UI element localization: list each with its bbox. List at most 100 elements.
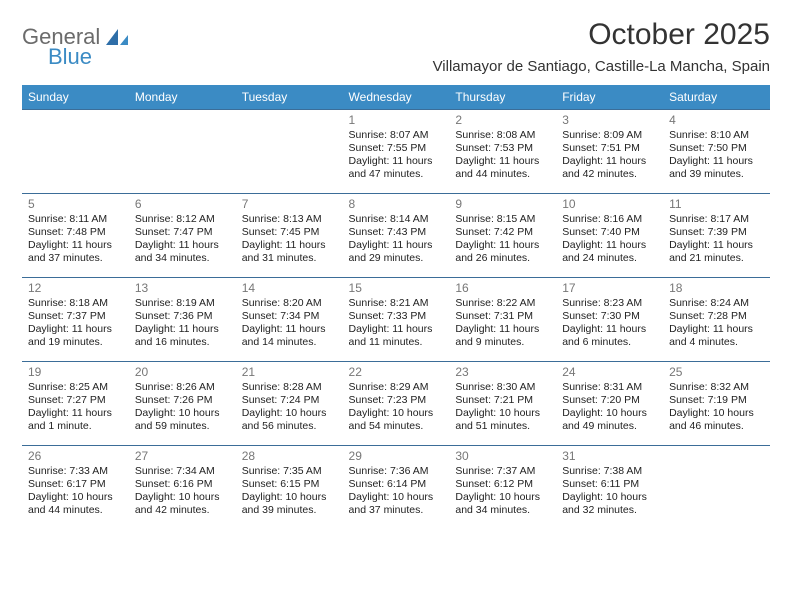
sunrise-text: Sunrise: 8:22 AM (455, 297, 550, 310)
calendar-cell: 30 Sunrise: 7:37 AMSunset: 6:12 PMDayligh… (449, 446, 556, 530)
daylight-text: Daylight: 11 hours (669, 155, 764, 168)
day-number: 16 (455, 281, 550, 295)
daylight-text: and 24 minutes. (562, 252, 657, 265)
day-number: 10 (562, 197, 657, 211)
day-number: 23 (455, 365, 550, 379)
day-number: 2 (455, 113, 550, 127)
sunset-text: Sunset: 6:14 PM (349, 478, 444, 491)
daylight-text: and 47 minutes. (349, 168, 444, 181)
calendar-cell: 13Sunrise: 8:19 AMSunset: 7:36 PMDayligh… (129, 278, 236, 362)
day-header: Sunday (22, 85, 129, 110)
location: Villamayor de Santiago, Castille-La Manc… (433, 58, 770, 75)
sunrise-text: Sunrise: 8:16 AM (562, 213, 657, 226)
sunset-text: Sunset: 7:19 PM (669, 394, 764, 407)
daylight-text: and 21 minutes. (669, 252, 764, 265)
calendar-cell: 22Sunrise: 8:29 AMSunset: 7:23 PMDayligh… (343, 362, 450, 446)
daylight-text: and 11 minutes. (349, 336, 444, 349)
day-header: Monday (129, 85, 236, 110)
day-number: 15 (349, 281, 444, 295)
day-number: 4 (669, 113, 764, 127)
day-header-row: Sunday Monday Tuesday Wednesday Thursday… (22, 85, 770, 110)
logo-word2: Blue (48, 44, 130, 70)
sunset-text: Sunset: 7:42 PM (455, 226, 550, 239)
daylight-text: Daylight: 10 hours (669, 407, 764, 420)
calendar-cell: 1Sunrise: 8:07 AMSunset: 7:55 PMDaylight… (343, 110, 450, 194)
daylight-text: and 44 minutes. (455, 168, 550, 181)
sunset-text: Sunset: 7:48 PM (28, 226, 123, 239)
daylight-text: and 32 minutes. (562, 504, 657, 517)
month-title: October 2025 (433, 18, 770, 52)
daylight-text: and 37 minutes. (349, 504, 444, 517)
calendar-row: 12Sunrise: 8:18 AMSunset: 7:37 PMDayligh… (22, 278, 770, 362)
sunrise-text: Sunrise: 8:28 AM (242, 381, 337, 394)
day-number: 22 (349, 365, 444, 379)
daylight-text: and 59 minutes. (135, 420, 230, 433)
calendar-cell: 23Sunrise: 8:30 AMSunset: 7:21 PMDayligh… (449, 362, 556, 446)
daylight-text: Daylight: 11 hours (562, 155, 657, 168)
calendar-cell: 3Sunrise: 8:09 AMSunset: 7:51 PMDaylight… (556, 110, 663, 194)
daylight-text: Daylight: 10 hours (135, 407, 230, 420)
sunrise-text: Sunrise: 7:37 AM (455, 465, 550, 478)
daylight-text: Daylight: 11 hours (349, 239, 444, 252)
daylight-text: and 39 minutes. (669, 168, 764, 181)
calendar-cell: 4Sunrise: 8:10 AMSunset: 7:50 PMDaylight… (663, 110, 770, 194)
daylight-text: and 39 minutes. (242, 504, 337, 517)
calendar-cell: 19Sunrise: 8:25 AMSunset: 7:27 PMDayligh… (22, 362, 129, 446)
day-number: 30 (455, 449, 550, 463)
header: General Blue October 2025 Villamayor de … (22, 18, 770, 81)
sunset-text: Sunset: 6:12 PM (455, 478, 550, 491)
daylight-text: and 42 minutes. (135, 504, 230, 517)
sunset-text: Sunset: 7:26 PM (135, 394, 230, 407)
sunrise-text: Sunrise: 8:29 AM (349, 381, 444, 394)
daylight-text: Daylight: 10 hours (242, 491, 337, 504)
calendar-cell: 5Sunrise: 8:11 AMSunset: 7:48 PMDaylight… (22, 194, 129, 278)
sunset-text: Sunset: 7:50 PM (669, 142, 764, 155)
sunset-text: Sunset: 7:21 PM (455, 394, 550, 407)
sunrise-text: Sunrise: 8:23 AM (562, 297, 657, 310)
calendar-cell: 12Sunrise: 8:18 AMSunset: 7:37 PMDayligh… (22, 278, 129, 362)
sunset-text: Sunset: 7:33 PM (349, 310, 444, 323)
daylight-text: Daylight: 10 hours (562, 491, 657, 504)
sunrise-text: Sunrise: 8:26 AM (135, 381, 230, 394)
sunrise-text: Sunrise: 7:35 AM (242, 465, 337, 478)
sunset-text: Sunset: 7:36 PM (135, 310, 230, 323)
sunset-text: Sunset: 7:27 PM (28, 394, 123, 407)
sunrise-text: Sunrise: 8:12 AM (135, 213, 230, 226)
calendar-cell: 15Sunrise: 8:21 AMSunset: 7:33 PMDayligh… (343, 278, 450, 362)
daylight-text: Daylight: 10 hours (135, 491, 230, 504)
sunrise-text: Sunrise: 8:30 AM (455, 381, 550, 394)
calendar-cell: 16Sunrise: 8:22 AMSunset: 7:31 PMDayligh… (449, 278, 556, 362)
daylight-text: and 51 minutes. (455, 420, 550, 433)
daylight-text: and 19 minutes. (28, 336, 123, 349)
day-number: 17 (562, 281, 657, 295)
sunrise-text: Sunrise: 8:11 AM (28, 213, 123, 226)
day-number: 28 (242, 449, 337, 463)
day-number: 21 (242, 365, 337, 379)
daylight-text: and 54 minutes. (349, 420, 444, 433)
sunrise-text: Sunrise: 8:24 AM (669, 297, 764, 310)
day-number: 26 (28, 449, 123, 463)
sunrise-text: Sunrise: 8:31 AM (562, 381, 657, 394)
sunset-text: Sunset: 6:17 PM (28, 478, 123, 491)
calendar-cell: 14Sunrise: 8:20 AMSunset: 7:34 PMDayligh… (236, 278, 343, 362)
daylight-text: and 37 minutes. (28, 252, 123, 265)
daylight-text: and 34 minutes. (135, 252, 230, 265)
sunrise-text: Sunrise: 7:34 AM (135, 465, 230, 478)
daylight-text: and 14 minutes. (242, 336, 337, 349)
daylight-text: Daylight: 10 hours (349, 407, 444, 420)
sunset-text: Sunset: 7:34 PM (242, 310, 337, 323)
sunset-text: Sunset: 7:40 PM (562, 226, 657, 239)
calendar-cell: 8Sunrise: 8:14 AMSunset: 7:43 PMDaylight… (343, 194, 450, 278)
sunset-text: Sunset: 6:16 PM (135, 478, 230, 491)
daylight-text: and 16 minutes. (135, 336, 230, 349)
logo-sail-icon (104, 27, 130, 47)
daylight-text: Daylight: 11 hours (28, 323, 123, 336)
day-number: 1 (349, 113, 444, 127)
daylight-text: and 4 minutes. (669, 336, 764, 349)
calendar-cell: 21Sunrise: 8:28 AMSunset: 7:24 PMDayligh… (236, 362, 343, 446)
sunrise-text: Sunrise: 8:18 AM (28, 297, 123, 310)
daylight-text: Daylight: 10 hours (455, 491, 550, 504)
calendar-row: 5Sunrise: 8:11 AMSunset: 7:48 PMDaylight… (22, 194, 770, 278)
daylight-text: and 44 minutes. (28, 504, 123, 517)
sunrise-text: Sunrise: 8:15 AM (455, 213, 550, 226)
